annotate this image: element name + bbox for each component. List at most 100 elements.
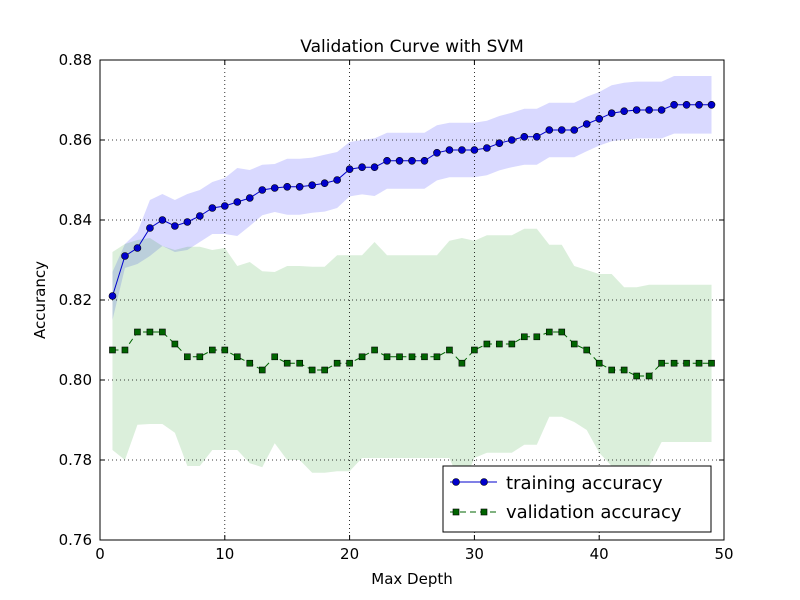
x-tick-label: 50: [714, 545, 733, 563]
training-accuracy-point: [196, 212, 204, 220]
chart-title: Validation Curve with SVM: [300, 37, 523, 57]
training-accuracy-point: [445, 146, 454, 154]
validation-accuracy-point: [545, 328, 553, 336]
training-accuracy-point: [707, 101, 716, 109]
training-accuracy-point: [408, 157, 416, 165]
validation-accuracy-point: [109, 346, 116, 354]
validation-accuracy-point: [333, 359, 341, 367]
training-accuracy-point: [632, 106, 641, 114]
training-accuracy-point: [470, 146, 479, 154]
training-accuracy-point: [620, 107, 628, 115]
validation-accuracy-point: [383, 353, 391, 361]
training-accuracy-point: [433, 149, 441, 157]
training-accuracy-point: [458, 146, 466, 154]
x-axis-label: Max Depth: [371, 570, 452, 588]
validation-accuracy-point: [583, 346, 591, 354]
x-tick-label: 0: [95, 545, 105, 563]
validation-accuracy-point: [121, 346, 129, 354]
validation-accuracy-point: [533, 333, 541, 341]
validation-accuracy-point: [670, 359, 678, 367]
validation-accuracy-point: [508, 340, 516, 348]
training-accuracy-point: [383, 157, 391, 165]
validation-accuracy-point: [645, 372, 653, 380]
validation-accuracy-point: [658, 359, 665, 367]
training-accuracy-point: [308, 181, 316, 189]
validation-accuracy-point: [683, 359, 690, 367]
training-accuracy-point: [483, 144, 491, 152]
training-accuracy-point: [158, 216, 167, 224]
legend-validation-label: validation accuracy: [506, 502, 682, 523]
training-accuracy-point: [370, 163, 379, 171]
x-tick-label: 30: [465, 545, 484, 563]
training-accuracy-point: [645, 106, 653, 114]
training-accuracy-point: [108, 292, 117, 300]
training-accuracy-point: [582, 120, 591, 128]
training-accuracy-point: [595, 115, 604, 123]
validation-accuracy-point: [159, 328, 166, 336]
y-tick-label: 0.84: [59, 211, 92, 229]
validation-accuracy-point: [483, 340, 491, 348]
axis-ticks: 0 10 20 30 40 50 0.76 0.78 0.80 0.82 0.84 0.86 0.88: [59, 51, 734, 563]
x-tick-label: 20: [340, 545, 359, 563]
validation-accuracy-point: [184, 353, 191, 361]
x-tick-label: 10: [215, 545, 234, 563]
training-accuracy-point: [133, 244, 142, 252]
training-accuracy-point: [682, 101, 691, 109]
validation-accuracy-point: [633, 372, 640, 380]
training-accuracy-point: [233, 198, 242, 206]
validation-accuracy-point: [134, 328, 141, 336]
training-accuracy-point: [208, 204, 217, 212]
validation-accuracy-point: [308, 366, 316, 374]
validation-accuracy-point: [608, 366, 615, 374]
training-accuracy-point: [557, 126, 566, 134]
legend-training-label: training accuracy: [506, 473, 663, 494]
validation-accuracy-point: [146, 328, 154, 336]
training-accuracy-point: [270, 184, 279, 192]
training-accuracy-point: [508, 136, 516, 144]
y-tick-label: 0.78: [59, 451, 92, 469]
training-accuracy-point: [670, 101, 678, 109]
validation-accuracy-point: [558, 328, 566, 336]
validation-accuracy-point: [371, 346, 378, 354]
training-accuracy-point: [183, 218, 192, 226]
validation-accuracy-point: [595, 359, 603, 367]
validation-accuracy-point: [358, 353, 366, 361]
y-axis-label: Accurancy: [31, 261, 49, 339]
validation-accuracy-point: [521, 333, 528, 341]
training-accuracy-point: [258, 186, 267, 194]
legend: training accuracy validation accuracy: [442, 465, 712, 533]
training-accuracy-point: [545, 126, 554, 134]
validation-accuracy-point: [408, 353, 416, 361]
training-accuracy-point: [146, 224, 154, 232]
training-accuracy-point: [520, 133, 529, 141]
legend-validation-marker: [452, 508, 460, 516]
validation-accuracy-point: [346, 359, 353, 367]
validation-accuracy-point: [258, 366, 266, 374]
y-tick-label: 0.88: [59, 51, 92, 69]
legend-box: [442, 465, 712, 533]
validation-accuracy-point: [246, 359, 254, 367]
validation-accuracy-point: [221, 346, 229, 354]
training-accuracy-point: [345, 165, 354, 173]
y-tick-label: 0.82: [59, 291, 92, 309]
series-markers: [108, 101, 716, 380]
training-accuracy-point: [358, 163, 366, 171]
grid-lines: [100, 60, 724, 540]
validation-accuracy-point: [446, 346, 453, 354]
validation-accuracy-point: [196, 353, 204, 361]
validation-accuracy-point: [321, 366, 328, 374]
training-accuracy-band: [112, 76, 712, 320]
training-accuracy-point: [695, 101, 703, 109]
y-tick-label: 0.86: [59, 131, 92, 149]
validation-accuracy-point: [570, 340, 578, 348]
legend-validation-marker: [480, 508, 488, 516]
training-accuracy-point: [320, 179, 329, 187]
training-accuracy-point: [570, 126, 579, 134]
validation-accuracy-point: [171, 340, 179, 348]
validation-accuracy-point: [708, 359, 715, 367]
validation-accuracy-point: [271, 353, 279, 361]
training-accuracy-point: [295, 183, 304, 191]
validation-accuracy-point: [283, 359, 291, 367]
y-tick-label: 0.80: [59, 371, 92, 389]
